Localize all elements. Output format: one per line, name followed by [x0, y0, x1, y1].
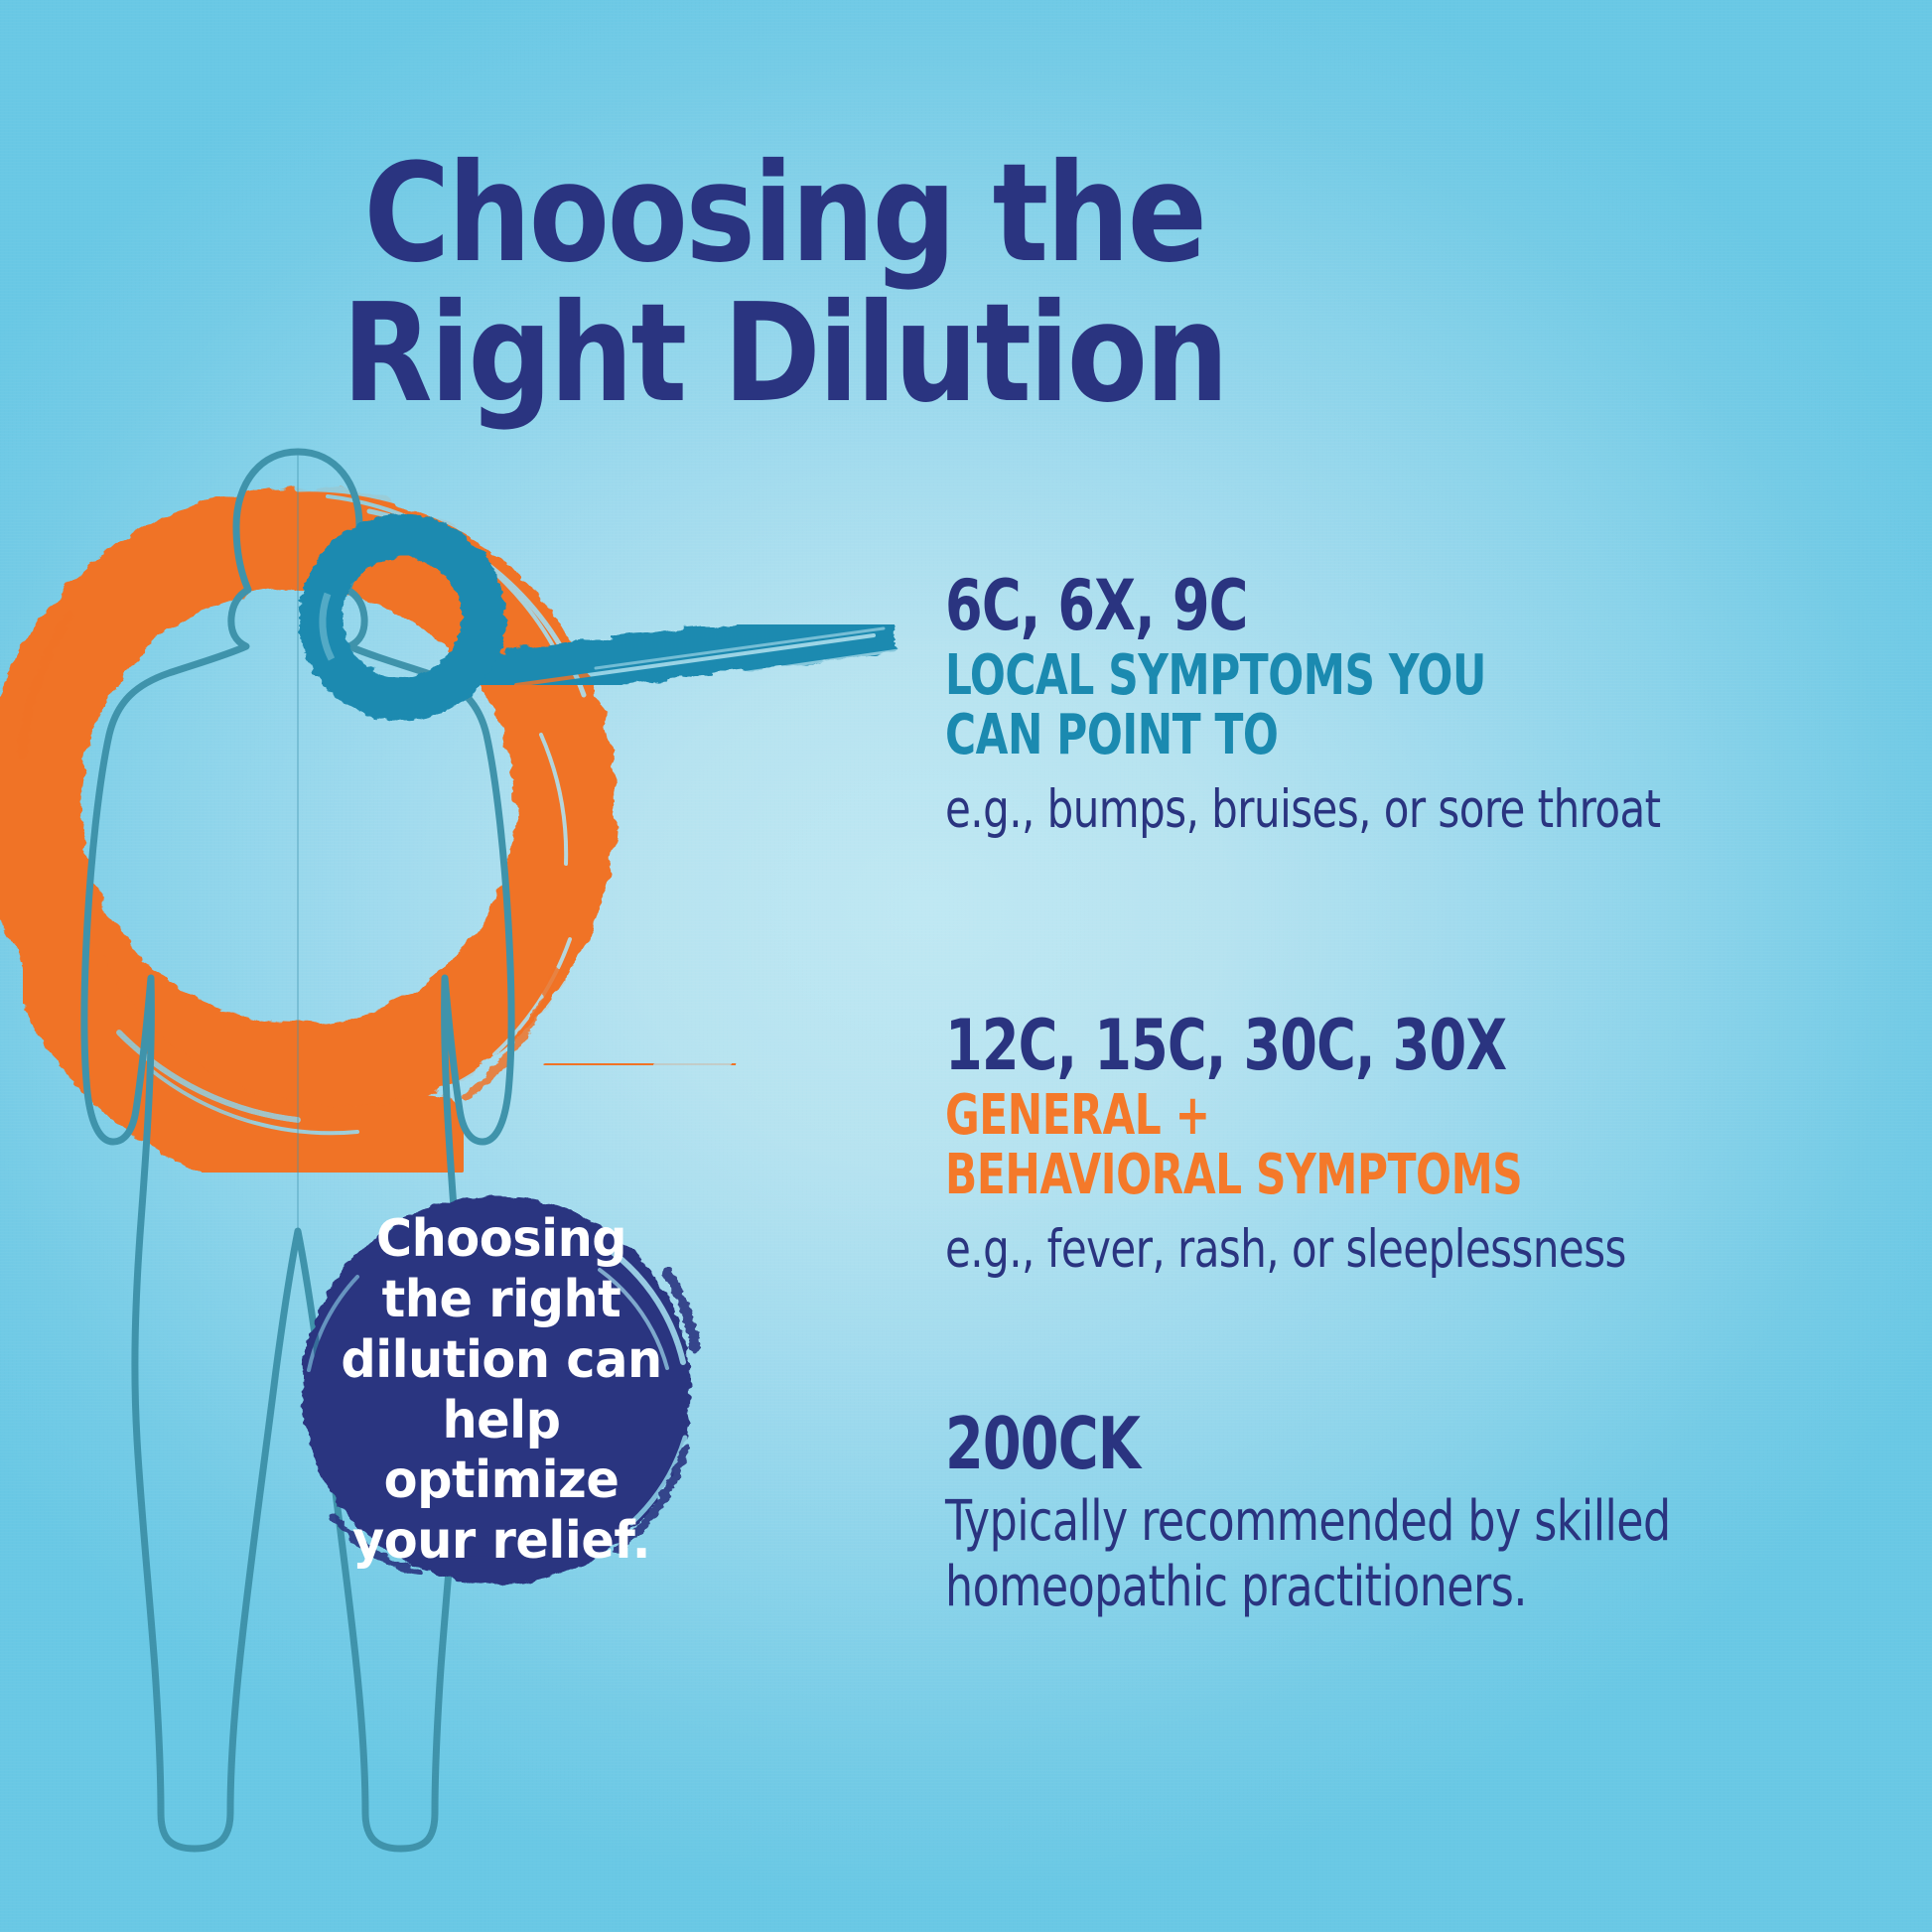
dilution-dose-label: 200CK	[945, 1402, 1141, 1485]
dilution-subtitle: LOCAL SYMPTOMS YOU CAN POINT TO	[945, 643, 1486, 768]
dilution-example: e.g., bumps, bruises, or sore throat	[945, 778, 1661, 840]
navy-badge-circle	[302, 1195, 691, 1585]
orange-brush-ring	[0, 487, 617, 1202]
dilution-item-high: 200CK Typically recommended by skilled h…	[945, 1408, 1928, 1620]
magnifier-lens-ring	[299, 514, 505, 721]
dilution-item-low: 6C, 6X, 9C LOCAL SYMPTOMS YOU CAN POINT …	[945, 571, 1928, 840]
dilution-dose-label: 6C, 6X, 9C	[945, 565, 1248, 646]
dilution-subtitle: GENERAL + BEHAVIORAL SYMPTOMS	[945, 1083, 1523, 1208]
navy-badge-brush-flicks	[330, 1268, 700, 1577]
page-title: Choosing the Right Dilution	[32, 144, 1538, 424]
magnifying-glass	[299, 514, 897, 721]
dilution-dose-label: 12C, 15C, 30C, 30X	[945, 1005, 1507, 1086]
badge-message: Choosing the right dilution can help opt…	[341, 1209, 662, 1572]
page-title-line-2: Right Dilution	[342, 275, 1229, 434]
human-body-silhouette	[84, 452, 511, 1849]
dilution-item-mid: 12C, 15C, 30C, 30X GENERAL + BEHAVIORAL …	[945, 1011, 1928, 1280]
dilution-example: Typically recommended by skilled homeopa…	[945, 1489, 1671, 1620]
dilution-example: e.g., fever, rash, or sleeplessness	[945, 1218, 1626, 1280]
page-title-line-1: Choosing the	[363, 135, 1206, 293]
orange-pointer-brushstroke	[543, 1037, 736, 1091]
